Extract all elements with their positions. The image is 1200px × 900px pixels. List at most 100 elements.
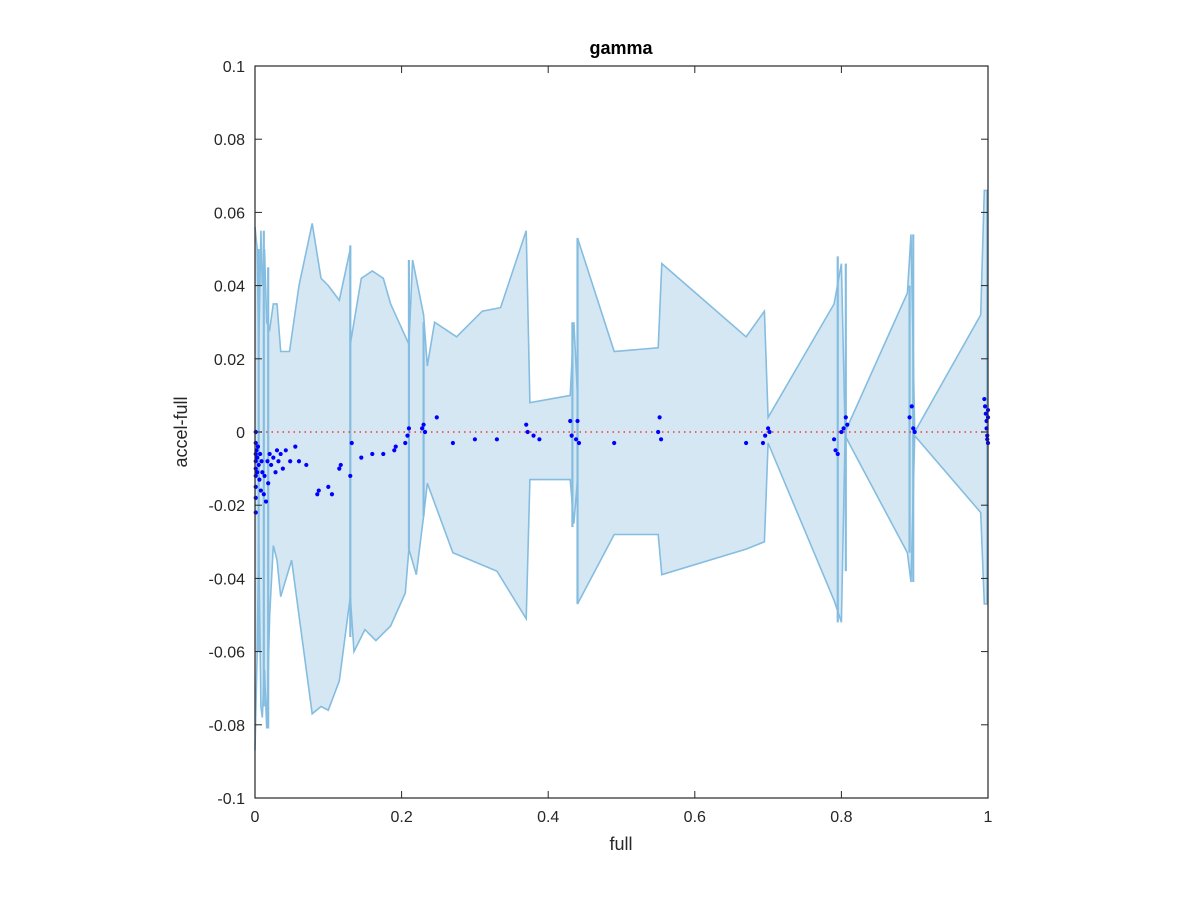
data-point-52 <box>406 426 412 431</box>
data-point-86 <box>909 404 914 409</box>
data-point-79 <box>833 448 838 453</box>
data-point-81 <box>839 429 844 435</box>
data-point-83 <box>843 415 848 420</box>
data-point-65 <box>569 433 574 438</box>
data-point-57 <box>450 440 456 446</box>
y-tick-label: 0.06 <box>214 205 245 222</box>
data-point-53 <box>420 426 425 431</box>
data-point-71 <box>657 415 662 420</box>
data-point-43 <box>348 473 353 479</box>
data-point-84 <box>845 422 850 427</box>
data-point-58 <box>472 437 477 442</box>
data-point-16 <box>258 488 263 493</box>
data-point-61 <box>525 429 530 435</box>
x-tick-label: 0.6 <box>684 809 706 826</box>
data-point-91 <box>983 411 988 416</box>
data-point-82 <box>841 426 846 431</box>
data-point-21 <box>263 499 269 504</box>
data-point-22 <box>265 459 270 464</box>
y-tick-label: 0.02 <box>214 352 245 369</box>
data-point-36 <box>304 462 309 468</box>
x-axis-label: full <box>609 834 632 854</box>
data-point-87 <box>911 426 916 431</box>
data-point-55 <box>422 429 428 435</box>
data-point-39 <box>326 484 331 489</box>
data-point-69 <box>612 440 617 446</box>
axes: 0 0.2 0.4 0.6 0.8 1 -0.1 -0.08 -0.06 -0.04 -0.02 0 0… <box>209 59 993 826</box>
data-point-88 <box>912 429 917 435</box>
data-point-90 <box>982 404 988 409</box>
data-point-85 <box>907 415 912 420</box>
x-tick-label: 0.2 <box>390 809 412 826</box>
data-point-3 <box>253 459 258 464</box>
data-point-78 <box>831 437 837 442</box>
x-tick-label: 1 <box>984 809 993 826</box>
data-point-44 <box>349 440 354 446</box>
y-tick-label: -0.06 <box>209 645 246 662</box>
data-point-60 <box>524 422 529 427</box>
chart-title: gamma <box>589 38 653 58</box>
data-point-74 <box>760 440 766 446</box>
y-tick-label: -0.04 <box>209 571 246 588</box>
y-tick-label: 0.04 <box>214 279 245 296</box>
x-tick-label: 0 <box>251 809 260 826</box>
data-point-24 <box>267 451 272 457</box>
data-point-72 <box>658 437 664 442</box>
y-tick-label: 0 <box>236 425 245 442</box>
y-tick-label: -0.1 <box>217 791 245 808</box>
data-point-2 <box>253 451 258 457</box>
data-point-15 <box>258 451 263 457</box>
data-point-38 <box>316 488 321 493</box>
data-point-32 <box>283 448 288 453</box>
data-point-73 <box>744 440 749 446</box>
data-point-31 <box>280 466 285 471</box>
data-point-27 <box>273 470 278 475</box>
data-point-80 <box>835 451 840 457</box>
data-point-11 <box>255 470 260 475</box>
y-axis-label: accel-full <box>171 396 191 467</box>
data-point-8 <box>253 510 258 515</box>
data-point-70 <box>656 429 661 435</box>
data-point-56 <box>434 415 439 420</box>
x-tick-label: 0.8 <box>830 809 852 826</box>
y-tick-label: -0.02 <box>209 498 246 515</box>
data-point-35 <box>296 459 302 464</box>
data-point-5 <box>253 473 258 479</box>
data-point-10 <box>255 455 260 460</box>
data-point-34 <box>293 444 298 449</box>
confidence-band-fill <box>255 190 988 751</box>
data-point-42 <box>338 462 343 468</box>
plot-area <box>253 189 991 751</box>
y-tick-label: -0.08 <box>209 718 246 735</box>
data-point-47 <box>381 451 386 457</box>
data-point-64 <box>568 418 573 424</box>
data-point-62 <box>531 433 536 438</box>
data-point-41 <box>337 466 342 471</box>
data-point-13 <box>256 462 261 468</box>
data-point-59 <box>494 437 499 442</box>
data-point-6 <box>253 484 258 489</box>
data-point-37 <box>315 492 320 497</box>
data-point-30 <box>278 451 283 457</box>
band-upper-edge <box>254 189 988 435</box>
data-point-23 <box>266 481 271 486</box>
data-point-66 <box>573 437 579 442</box>
data-point-4 <box>253 466 258 471</box>
data-point-40 <box>329 492 335 497</box>
data-point-28 <box>274 448 280 453</box>
y-tick-label: 0.08 <box>214 132 245 149</box>
data-point-17 <box>259 459 264 464</box>
data-point-54 <box>421 422 426 427</box>
data-point-50 <box>403 440 408 446</box>
data-point-7 <box>253 495 258 500</box>
data-point-76 <box>766 426 771 431</box>
data-point-19 <box>261 492 266 497</box>
data-point-75 <box>763 433 768 438</box>
data-point-51 <box>405 433 410 438</box>
data-point-95 <box>985 437 990 442</box>
band-lower-edge <box>254 432 988 751</box>
data-point-89 <box>982 396 987 402</box>
data-point-49 <box>393 444 398 449</box>
data-point-77 <box>767 429 772 435</box>
